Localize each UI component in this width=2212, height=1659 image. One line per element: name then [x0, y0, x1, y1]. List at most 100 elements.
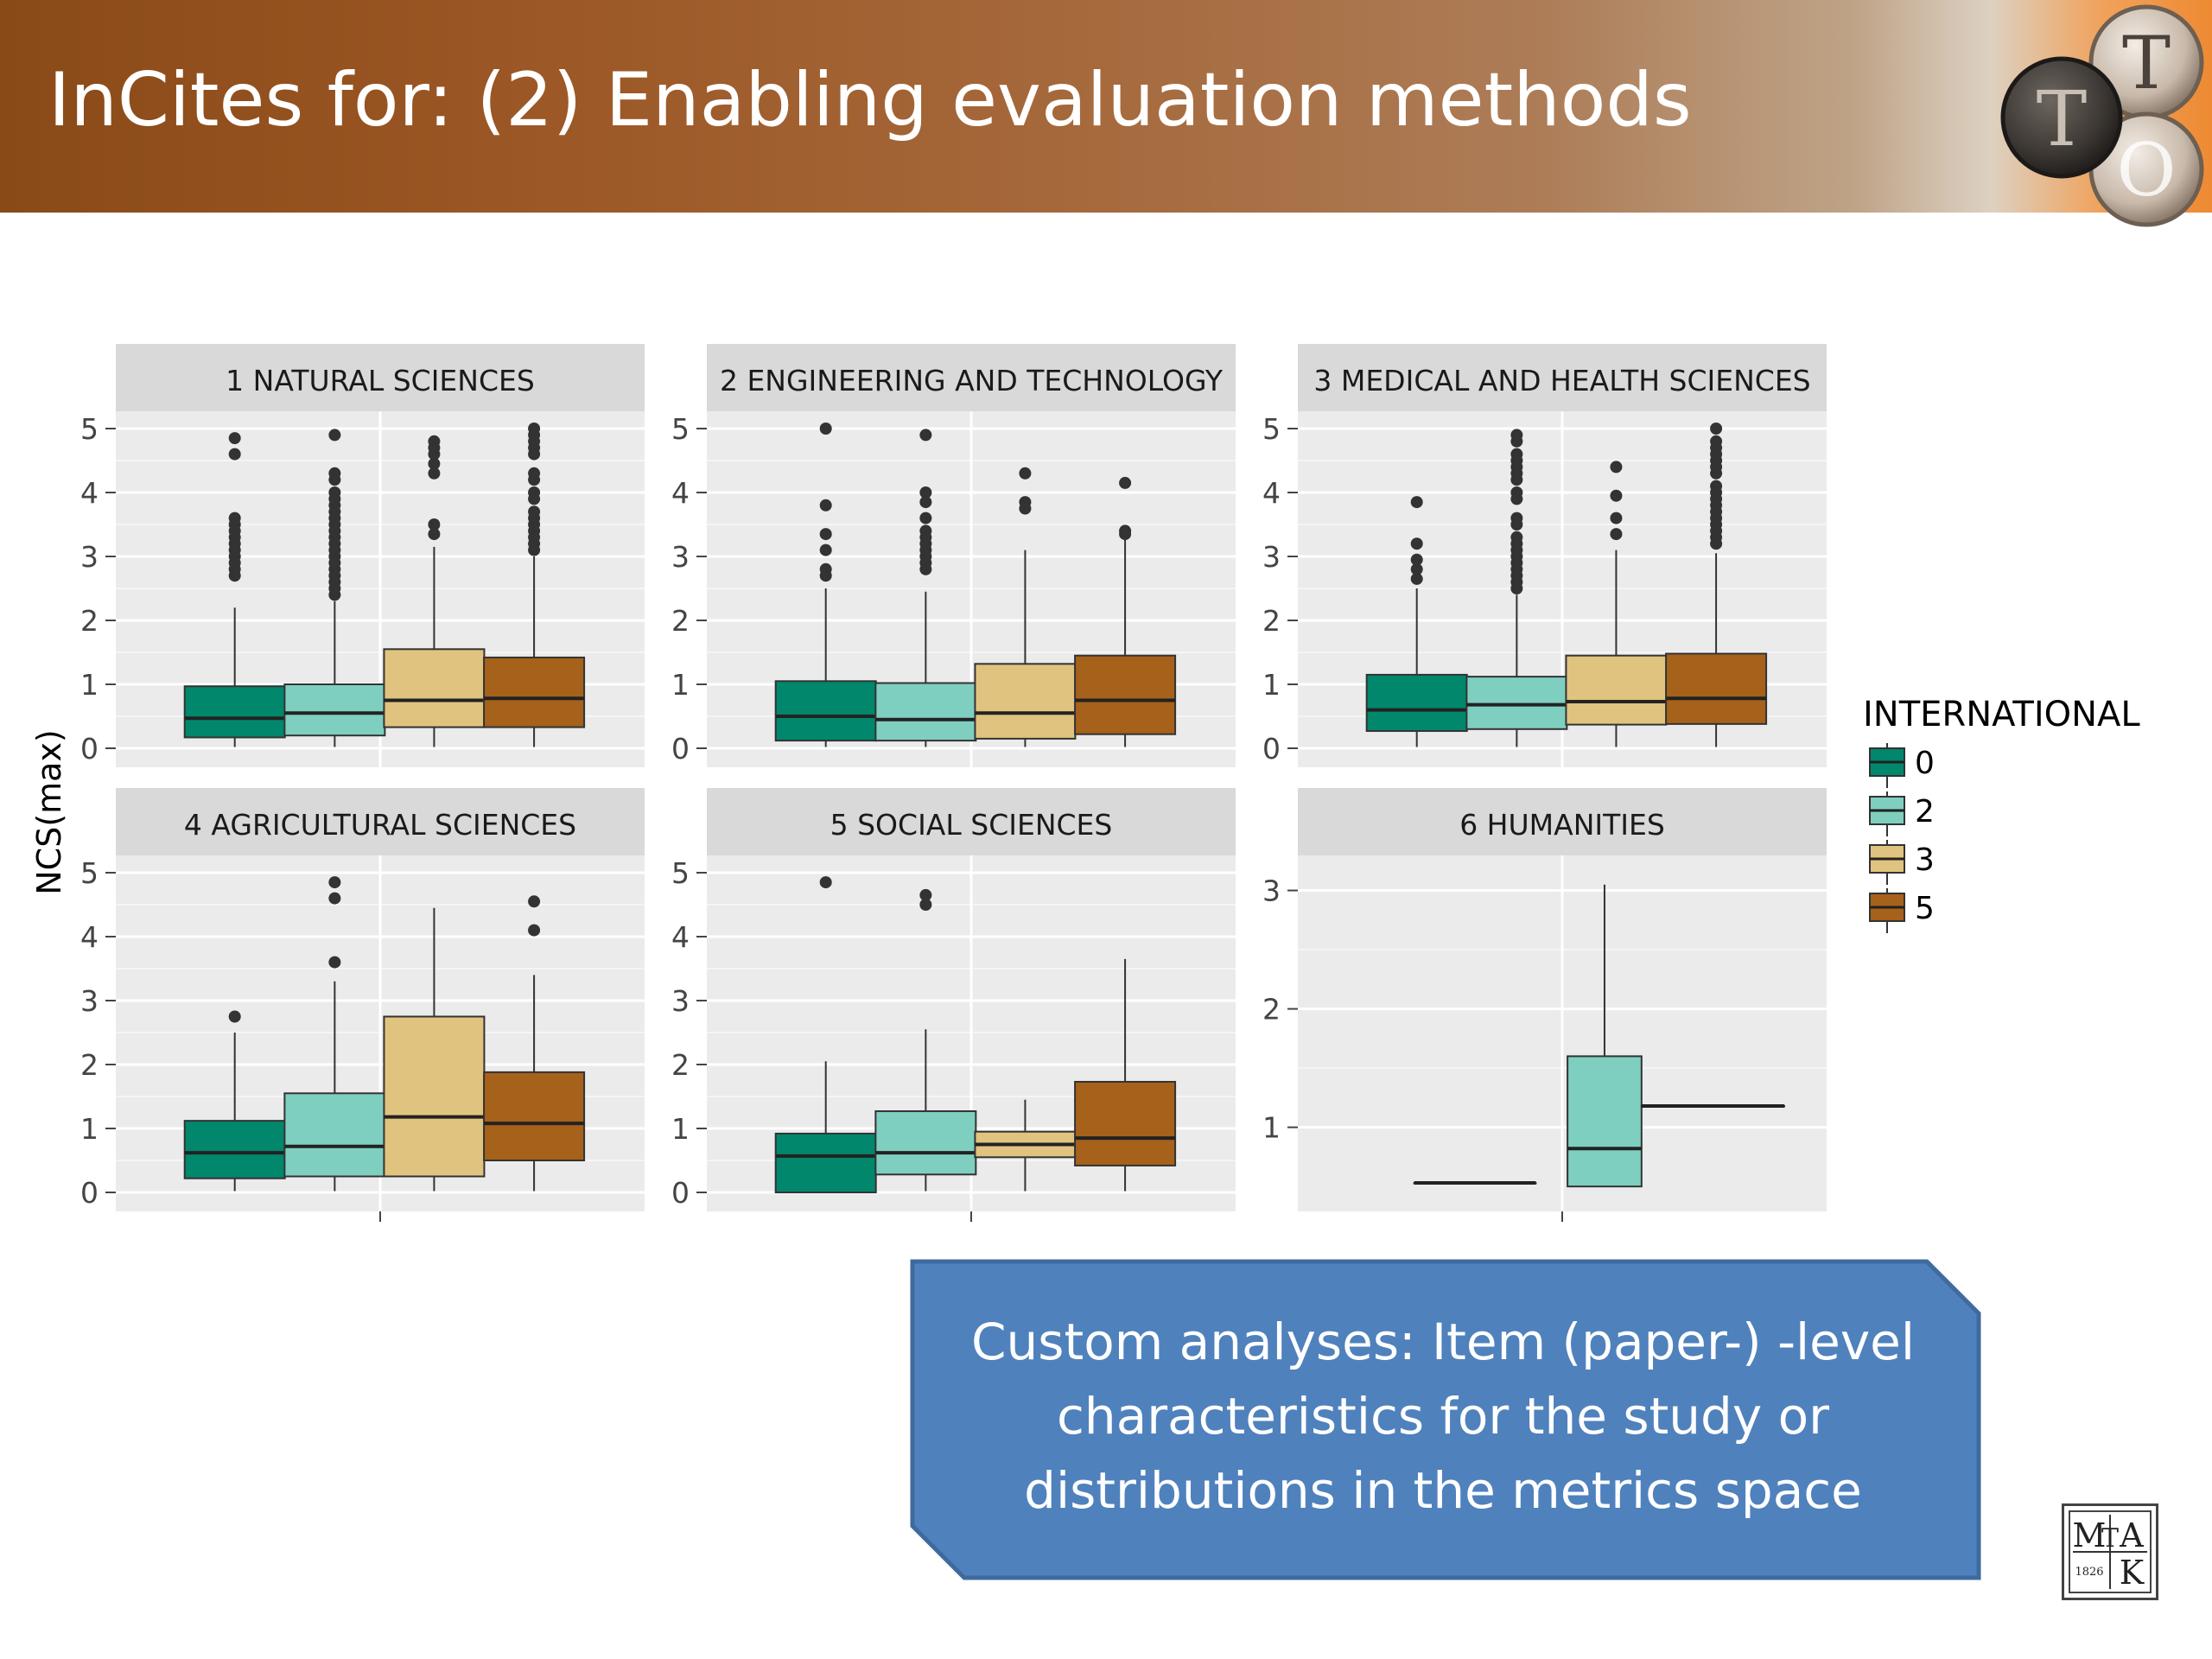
y-tick-label: 2 [80, 1048, 99, 1082]
y-tick-label: 3 [1262, 540, 1281, 574]
outlier-point [919, 496, 932, 509]
y-tick-label: 1 [1262, 1111, 1281, 1145]
outlier-point [328, 892, 341, 905]
box-group-0 [183, 1010, 286, 1192]
y-tick-label: 5 [80, 412, 99, 446]
box [774, 1132, 877, 1194]
outlier-point [228, 432, 241, 445]
outlier-point [428, 518, 441, 531]
outlier-point [919, 512, 932, 524]
panel-6: 6 HUMANITIES 1 2 3 [1262, 788, 1827, 1222]
outlier-point [1410, 563, 1423, 575]
box [183, 685, 286, 739]
box-group-0 [774, 876, 877, 1194]
callout-line-2: characteristics for the study or [1057, 1387, 1829, 1446]
box-group-0 [1365, 496, 1468, 747]
box-group-3 [974, 1099, 1077, 1192]
panel-title: 5 SOCIAL SCIENCES [830, 808, 1113, 842]
box [383, 648, 486, 728]
outlier-point [819, 569, 832, 582]
legend-label: 5 [1915, 891, 1935, 926]
box [283, 683, 386, 737]
y-tick-label: 3 [1262, 874, 1281, 908]
panel-strip [707, 788, 1236, 855]
box-group-5 [1665, 423, 1768, 747]
outlier-point [1119, 528, 1132, 541]
outlier-point [1610, 461, 1623, 474]
outlier-point [428, 467, 441, 480]
box-group-2 [1465, 429, 1568, 747]
box [974, 663, 1077, 740]
box [1665, 652, 1768, 725]
outlier-point [328, 429, 341, 442]
outlier-point [528, 924, 541, 937]
box [1565, 654, 1668, 726]
box-group-5 [1074, 476, 1177, 747]
outlier-point [1510, 582, 1523, 594]
outlier-point [1410, 553, 1423, 566]
outlier-point [328, 876, 341, 889]
y-tick-label: 1 [671, 1112, 690, 1146]
panel-title: 6 HUMANITIES [1459, 808, 1665, 842]
outlier-point [428, 528, 441, 541]
box [483, 1071, 586, 1162]
y-tick-label: 1 [1262, 668, 1281, 702]
box [874, 682, 977, 742]
slide-title: InCites for: (2) Enabling evaluation met… [48, 57, 1692, 143]
legend-label: 2 [1915, 794, 1935, 830]
outlier-point [1710, 537, 1723, 550]
y-tick-label: 2 [80, 604, 99, 638]
panel-strip [116, 788, 645, 855]
box-group-2 [1567, 884, 1643, 1188]
legend-title: INTERNATIONAL [1863, 695, 2140, 734]
callout-line-3: distributions in the metrics space [1024, 1461, 1862, 1520]
y-tick-label: 2 [1262, 993, 1281, 1027]
panel-title: 2 ENGINEERING AND TECHNOLOGY [720, 364, 1224, 397]
outlier-point [919, 429, 932, 442]
panel-4: 4 AGRICULTURAL SCIENCES 0 1 2 3 4 5 [80, 788, 645, 1222]
y-tick-label: 3 [671, 984, 690, 1018]
callout-text: Custom analyses: Item (paper-) -level ch… [925, 1305, 1961, 1528]
panel-2: 2 ENGINEERING AND TECHNOLOGY 0 1 2 3 4 5 [671, 344, 1236, 767]
logo-letter-1: T [2122, 21, 2171, 105]
y-tick-label: 0 [80, 732, 99, 766]
y-tick-label: 1 [671, 668, 690, 702]
panel-title: 3 MEDICAL AND HEALTH SCIENCES [1313, 364, 1810, 397]
outlier-point [428, 448, 441, 461]
outlier-point [1510, 493, 1523, 505]
mtak-year: 1826 [2075, 1566, 2103, 1579]
box-group-5 [1074, 958, 1177, 1192]
legend-label: 3 [1915, 842, 1935, 878]
panel-strip [116, 344, 645, 411]
box [483, 656, 586, 728]
box-group-5 [483, 895, 586, 1192]
outlier-point [1610, 489, 1623, 502]
y-tick-label: 0 [671, 732, 690, 766]
box-group-0 [1413, 1181, 1537, 1185]
box [283, 1092, 386, 1178]
title-bar: InCites for: (2) Enabling evaluation met… [0, 0, 2212, 213]
outlier-point [328, 956, 341, 969]
outlier-point [1510, 435, 1523, 448]
outlier-point [528, 895, 541, 908]
outlier-point [819, 543, 832, 556]
outlier-point [919, 486, 932, 499]
y-tick-label: 3 [80, 984, 99, 1018]
box [1567, 1055, 1643, 1188]
outlier-point [428, 457, 441, 470]
box [183, 1120, 286, 1179]
outlier-point [528, 448, 541, 461]
panel-5: 5 SOCIAL SCIENCES 0 1 2 3 4 5 [671, 788, 1236, 1222]
outlier-point [328, 474, 341, 486]
box-group-3 [383, 435, 486, 747]
outlier-point [528, 543, 541, 556]
box-group-3 [1565, 461, 1668, 747]
box-group-0 [183, 432, 286, 747]
box [1074, 1080, 1177, 1166]
y-tick-label: 3 [671, 540, 690, 574]
outlier-point [1410, 537, 1423, 550]
y-tick-label: 4 [671, 476, 690, 510]
outlier-point [228, 569, 241, 582]
box [383, 1015, 486, 1178]
y-tick-label: 4 [80, 476, 99, 510]
